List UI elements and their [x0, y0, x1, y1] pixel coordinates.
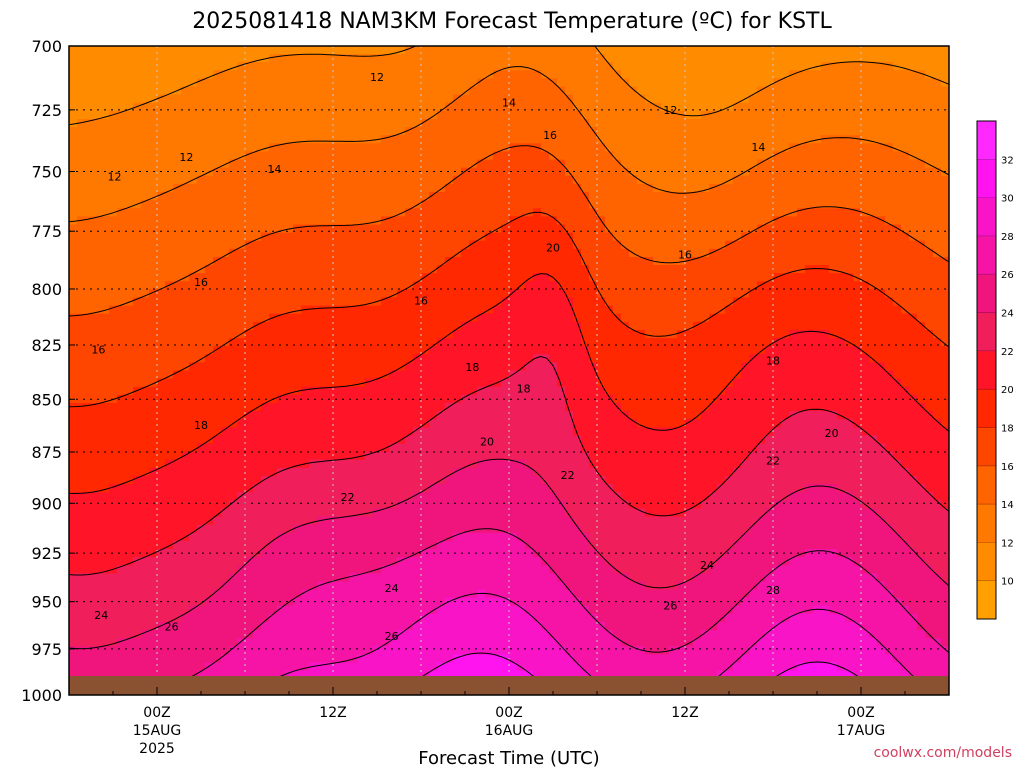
- colorbar-label: 20: [1001, 385, 1014, 396]
- credit-link[interactable]: coolwx.com/models: [874, 745, 1012, 761]
- grid-lines: [69, 46, 949, 695]
- colorbar-band: [977, 389, 996, 428]
- x-tick-label: 16AUG: [485, 723, 534, 739]
- x-tick-label: 00Z: [847, 705, 874, 721]
- contour-label: 20: [546, 242, 560, 255]
- isotherm-20: [69, 273, 949, 494]
- y-tick-label: 825: [31, 336, 62, 355]
- x-tick-label: 17AUG: [837, 723, 886, 739]
- contour-label: 16: [194, 276, 208, 289]
- contour-label: 16: [543, 129, 557, 142]
- isotherm-22: [69, 356, 949, 576]
- colorbar: 10 12 14 16 18 20 22 24 26 28 30 32: [976, 120, 1014, 620]
- contour-label: 20: [825, 427, 839, 440]
- colorbar-label: 22: [1001, 347, 1014, 358]
- y-tick-label: 875: [31, 443, 62, 462]
- colorbar-label: 30: [1001, 194, 1014, 205]
- contour-labels: 12 14 16 12 12 12 14 14 16 20 16 16 16 18 18 18 18 20 20 22…: [91, 71, 838, 643]
- colorbar-band: [977, 274, 996, 314]
- contour-label: 26: [385, 630, 399, 643]
- contour-label: 12: [179, 151, 193, 164]
- y-tick-label: 950: [31, 593, 62, 612]
- x-tick-label: 12Z: [671, 705, 698, 721]
- colorbar-label: 18: [1001, 423, 1014, 434]
- colorbar-band: [977, 580, 996, 620]
- isotherm-26: [137, 528, 949, 695]
- chart-title: 2025081418 NAM3KM Forecast Temperature (…: [192, 9, 832, 34]
- x-tick-label: 12Z: [319, 705, 346, 721]
- contour-label: 24: [700, 559, 714, 572]
- colorbar-label: 12: [1001, 538, 1014, 549]
- contour-label: 24: [385, 582, 399, 595]
- contour-label: 12: [370, 71, 384, 84]
- colorbar-label: 26: [1001, 270, 1014, 281]
- y-axis: 700 725 750 775 800 825 850 875 900 925 950 975 1000: [21, 37, 75, 705]
- colorbar-band: [977, 235, 996, 275]
- contour-label: 16: [678, 249, 692, 262]
- colorbar-band: [977, 350, 996, 390]
- contour-label: 12: [107, 170, 121, 183]
- contour-label: 26: [663, 599, 677, 612]
- colorbar-label: 10: [1001, 577, 1014, 588]
- colorbar-label: 28: [1001, 232, 1014, 243]
- x-tick-label: 2025: [139, 741, 175, 757]
- surface-ground-band: [69, 676, 949, 695]
- contour-label: 22: [341, 491, 355, 504]
- contour-label: 22: [766, 454, 780, 467]
- x-axis-title: Forecast Time (UTC): [418, 748, 599, 768]
- colorbar-frame: [976, 120, 997, 620]
- contour-label: 26: [165, 620, 179, 633]
- contour-label: 18: [465, 361, 479, 374]
- colorbar-band: [977, 427, 996, 467]
- contour-label: 28: [766, 584, 780, 597]
- contour-label: 14: [502, 96, 516, 109]
- isotherm-24: [69, 458, 949, 650]
- contour-label: 24: [94, 609, 108, 622]
- colorbar-label: 16: [1001, 462, 1014, 473]
- colorbar-label: 14: [1001, 500, 1014, 511]
- y-tick-label: 750: [31, 163, 62, 182]
- isotherm-18: [69, 211, 949, 408]
- colorbar-band: [977, 542, 996, 582]
- isotherm-contours: [69, 46, 949, 695]
- colorbar-band: [977, 121, 996, 160]
- y-tick-label: 900: [31, 494, 62, 513]
- colorbar-label: 24: [1001, 309, 1014, 320]
- y-tick-label: 975: [31, 640, 62, 659]
- x-axis: 00Z 15AUG 2025 12Z 00Z 16AUG 12Z 00Z 17AUG: [68, 687, 950, 757]
- y-tick-label: 925: [31, 544, 62, 563]
- colorbar-band: [977, 504, 996, 543]
- y-tick-label: 725: [31, 101, 62, 120]
- isotherm-16: [69, 145, 949, 317]
- contour-label: 18: [517, 383, 531, 396]
- isotherm-12: [69, 46, 949, 126]
- y-tick-label: 775: [31, 222, 62, 241]
- y-tick-label: 850: [31, 390, 62, 409]
- contour-label: 16: [414, 294, 428, 307]
- colorbar-label: 32: [1001, 155, 1014, 166]
- contour-label: 14: [751, 141, 765, 154]
- x-tick-label: 00Z: [495, 705, 522, 721]
- contour-label: 18: [194, 419, 208, 432]
- y-tick-label: 700: [31, 37, 62, 56]
- colorbar-band: [977, 159, 996, 199]
- contour-label: 12: [663, 104, 677, 117]
- colorbar-band: [977, 197, 996, 237]
- y-tick-label: 800: [31, 280, 62, 299]
- contour-label: 14: [267, 163, 281, 176]
- contour-label: 22: [561, 469, 575, 482]
- contour-label: 20: [480, 436, 494, 449]
- y-tick-label: 1000: [21, 686, 62, 705]
- x-tick-label: 00Z: [143, 705, 170, 721]
- contour-label: 16: [91, 343, 105, 356]
- isotherm-14: [69, 66, 949, 223]
- contour-label: 18: [766, 354, 780, 367]
- x-tick-label: 15AUG: [133, 723, 182, 739]
- colorbar-band: [977, 312, 996, 352]
- colorbar-band: [977, 465, 996, 505]
